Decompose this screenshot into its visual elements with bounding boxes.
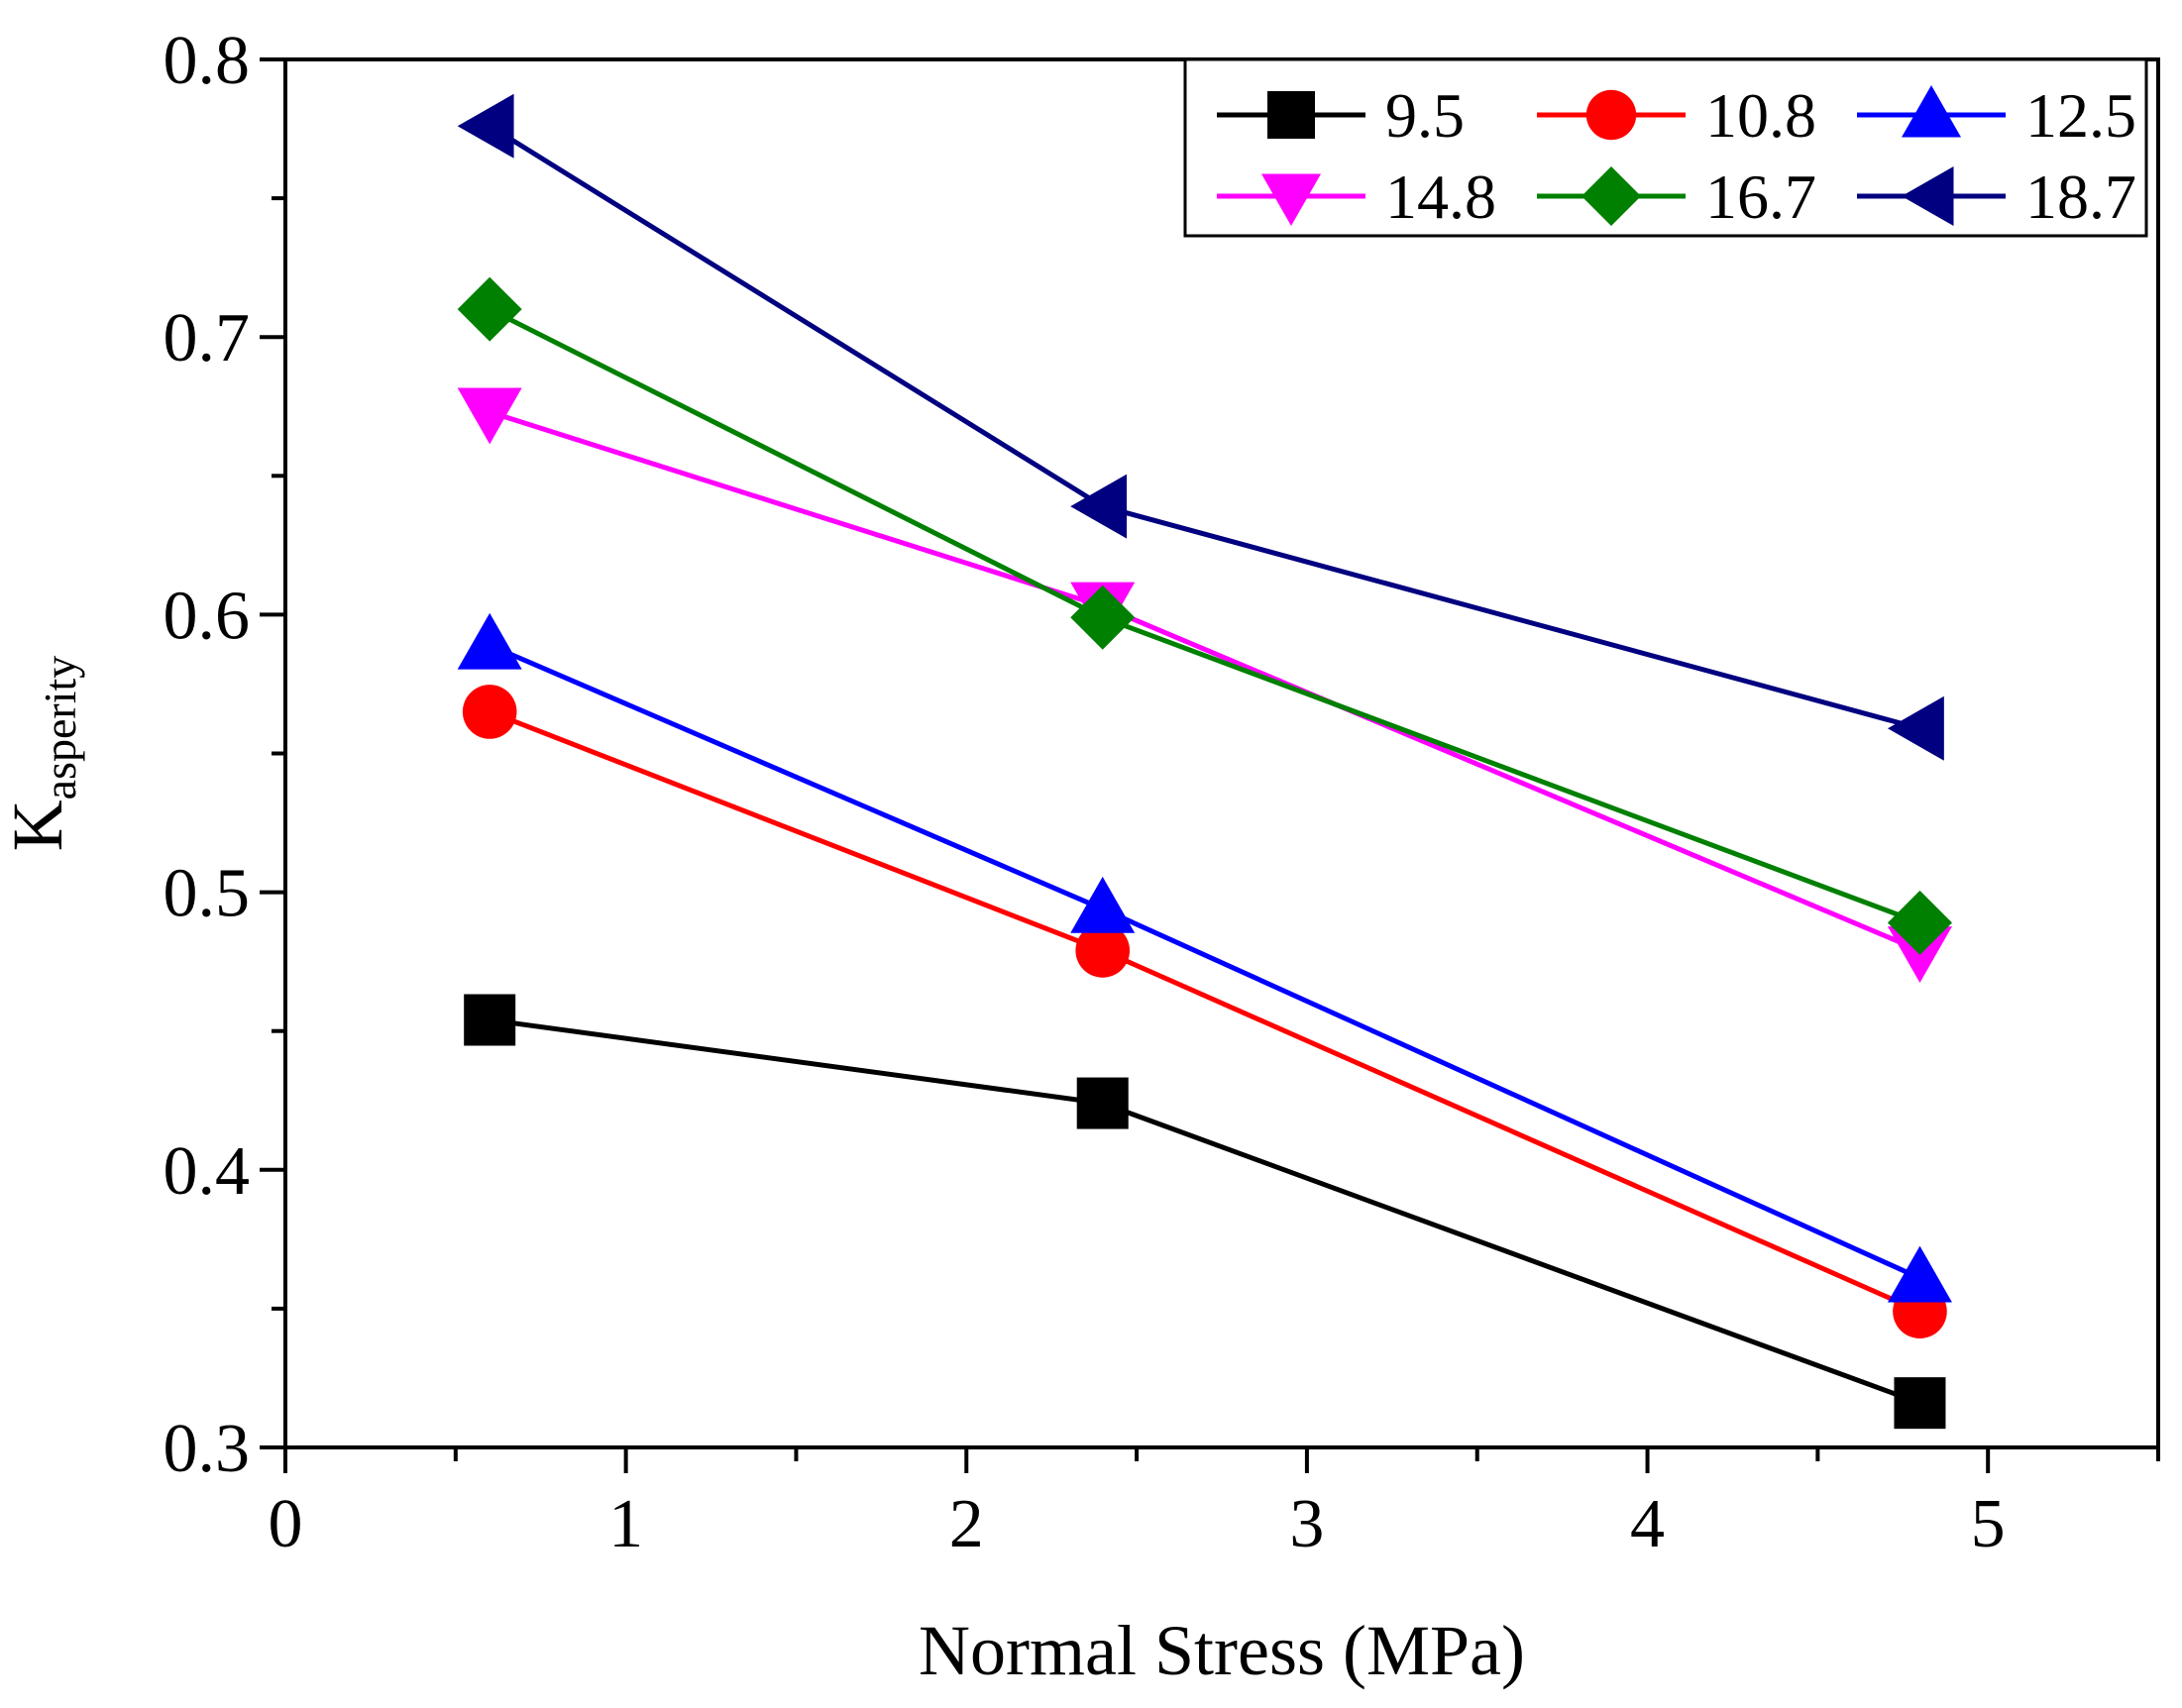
y-axis-title: Kasperity [0,656,85,852]
y-tick-label: 0.8 [164,23,251,99]
data-point-18.7-1 [1070,474,1128,539]
plot-layer [457,93,1952,1430]
legend-label-12.5: 12.5 [2025,80,2136,151]
legend-item-10.8: 10.8 [1537,80,1816,151]
legend-item-12.5: 12.5 [1857,80,2136,151]
series-14.8 [457,387,1952,983]
series-line-9.5 [489,1017,1921,1406]
data-point-12.5-2 [1887,1245,1952,1303]
x-tick-label: 4 [1630,1486,1665,1562]
legend-label-9.5: 9.5 [1385,80,1465,151]
legend-marker-9.5 [1267,91,1315,139]
series-line-12.5 [489,642,1921,1281]
legend-item-18.7: 18.7 [1857,161,2136,232]
series-18.7 [457,93,1944,761]
legend-label-14.8: 14.8 [1385,161,1496,232]
series-16.7 [457,276,1952,955]
legend-marker-14.8 [1261,173,1321,226]
data-point-16.7-0 [457,276,522,342]
legend-box [1183,57,2148,238]
legend-marker-12.5 [1902,85,1961,138]
legend-item-16.7: 16.7 [1537,161,1816,232]
x-tick-label: 1 [608,1486,643,1562]
legend-label-16.7: 16.7 [1705,161,1816,232]
x-tick-label: 5 [1971,1486,2006,1562]
series-line-14.8 [489,409,1921,953]
data-point-14.8-0 [457,387,522,445]
x-tick-label: 2 [949,1486,984,1562]
data-point-10.8-1 [1075,923,1131,978]
x-tick-label: 0 [269,1486,303,1562]
x-tick-label: 3 [1289,1486,1324,1562]
y-tick-label: 0.7 [164,300,251,376]
series-line-10.8 [489,709,1921,1314]
series-12.5 [457,612,1952,1303]
axes-layer: 0 1 2 3 4 5 0.3 0.4 0.5 0.6 0.7 0.8 [164,23,2160,1562]
y-tick-label: 0.5 [164,856,251,932]
data-point-18.7-2 [1887,695,1944,761]
legend-marker-16.7 [1582,166,1641,226]
data-point-16.7-2 [1887,890,1952,955]
y-axis-title-main: K [0,800,77,851]
y-tick-label: 0.4 [164,1133,251,1210]
y-tick-label: 0.6 [164,578,251,654]
legend-item-9.5: 9.5 [1217,80,1465,151]
data-point-9.5-0 [464,994,516,1046]
data-point-16.7-1 [1070,585,1136,650]
legend-label-18.7: 18.7 [2025,161,2136,232]
series-9.5 [464,994,1946,1430]
x-axis-title: Normal Stress (MPa) [919,1611,1525,1690]
data-point-18.7-0 [457,93,514,159]
series-10.8 [462,685,1947,1339]
legend-label-10.8: 10.8 [1705,80,1816,151]
data-point-9.5-2 [1894,1377,1946,1430]
plot-frame [283,57,2160,1449]
data-point-10.8-0 [462,685,517,739]
legend-item-14.8: 14.8 [1217,161,1496,232]
data-point-9.5-1 [1076,1077,1129,1129]
legend: 9.5 10.8 12.5 14.8 16.7 18.7 [1183,57,2148,238]
series-line-16.7 [489,306,1921,925]
data-point-12.5-0 [457,612,522,670]
legend-marker-10.8 [1585,89,1637,141]
legend-marker-18.7 [1902,166,1954,226]
data-point-12.5-1 [1070,876,1136,933]
y-axis-title-subscript: asperity [35,656,85,801]
y-tick-label: 0.3 [164,1411,251,1487]
